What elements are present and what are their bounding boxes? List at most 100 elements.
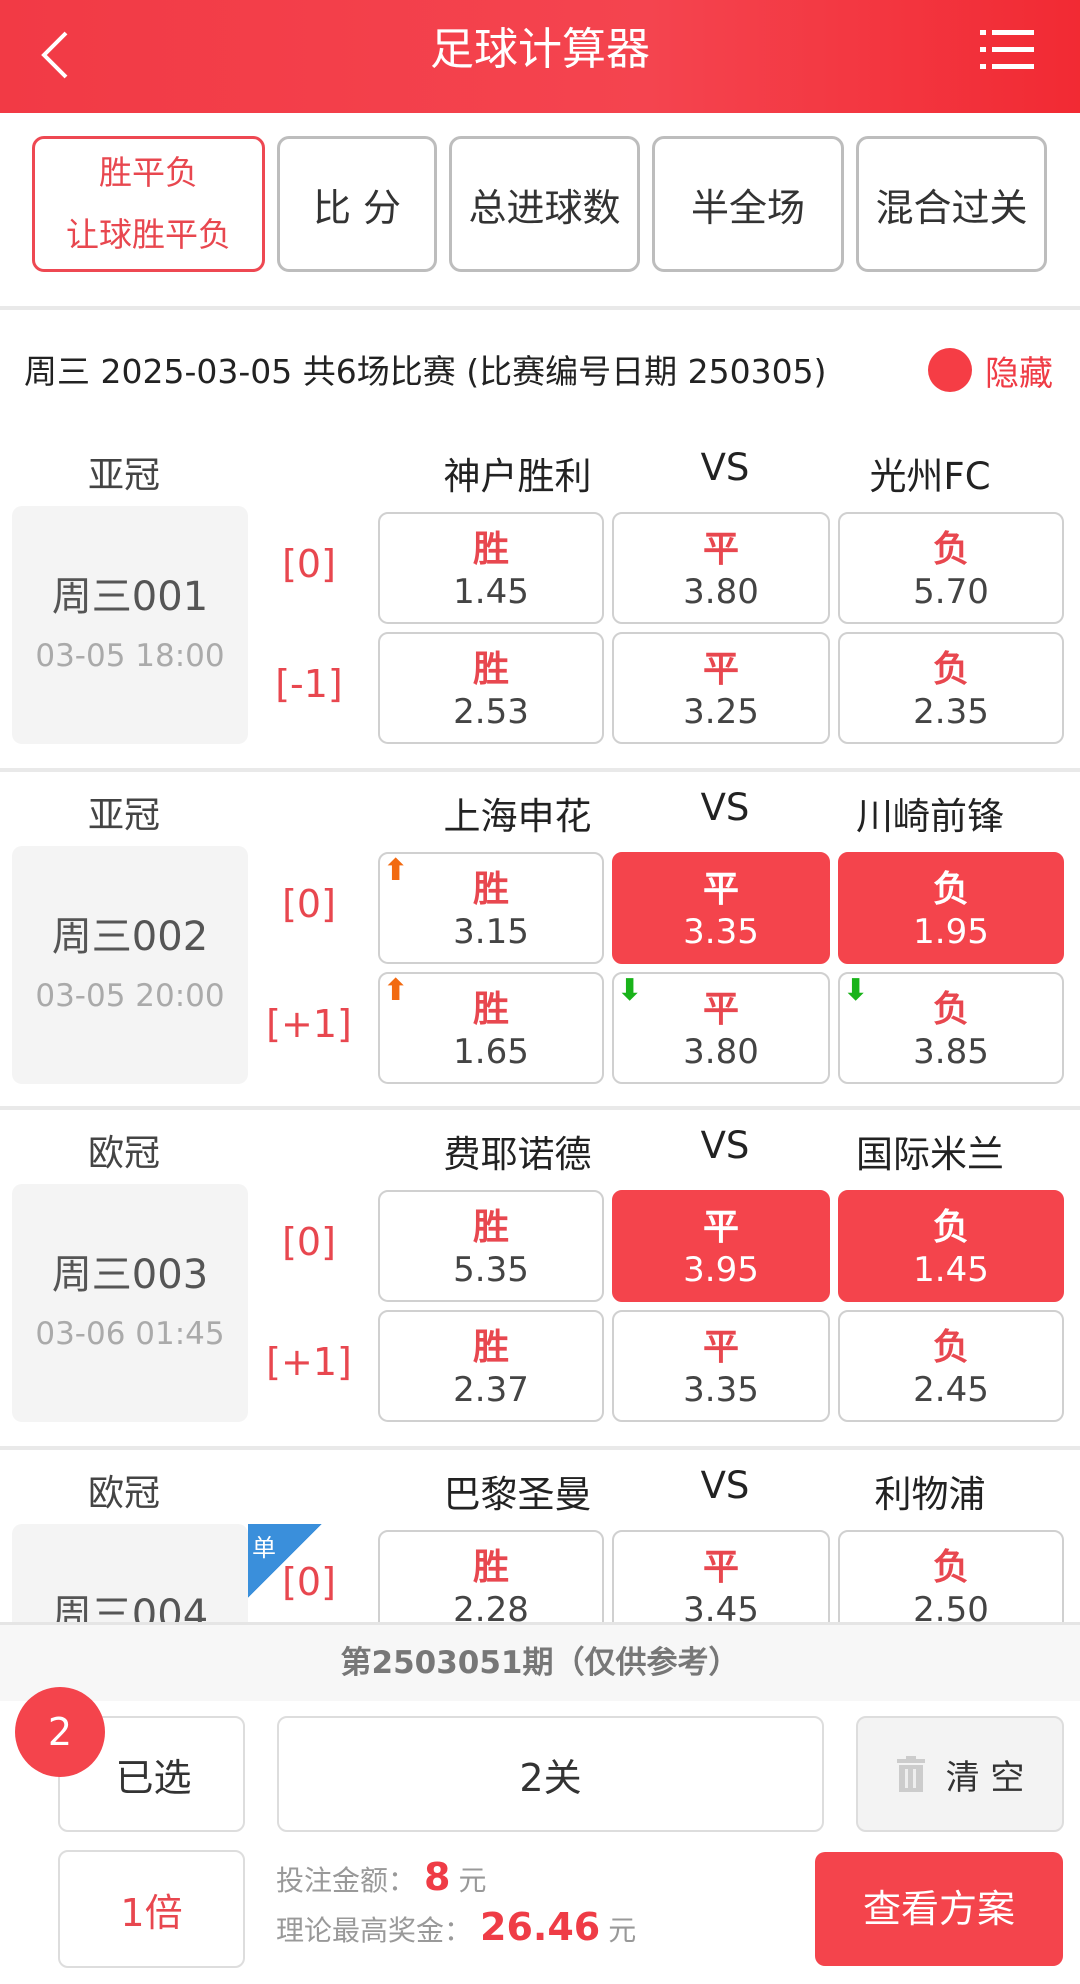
tab-mixed-parlay[interactable]: 混合过关 <box>856 136 1047 272</box>
odds-button[interactable]: 平 3.80 <box>612 512 830 624</box>
vs-label: VS <box>700 786 750 829</box>
page-title: 足球计算器 <box>430 24 650 75</box>
result-label: 胜 <box>472 869 509 910</box>
handicap-label: [0] <box>282 1560 336 1604</box>
handicap-label: [+1] <box>266 1002 352 1046</box>
hide-toggle-dot-icon[interactable] <box>928 348 972 392</box>
vs-label: VS <box>700 1464 750 1507</box>
result-label: 负 <box>932 649 969 690</box>
away-team: 光州FC <box>869 455 991 498</box>
league-name: 欧冠 <box>87 1133 160 1174</box>
odds-button[interactable]: 负 1.95 <box>838 852 1064 964</box>
handicap-label: [+1] <box>266 1340 352 1384</box>
tab-total-goals[interactable]: 总进球数 <box>449 136 640 272</box>
max-prize-value: 26.46 <box>480 1905 601 1949</box>
bet-amount-unit: 元 <box>458 1864 487 1897</box>
match-time: 03-05 20:00 <box>35 978 225 1014</box>
result-label: 平 <box>702 1547 739 1588</box>
odds-button[interactable]: ⬇ 负 3.85 <box>838 972 1064 1084</box>
odds-value: 2.37 <box>453 1370 529 1410</box>
away-team: 利物浦 <box>874 1473 986 1516</box>
arrow-up-icon: ⬆ <box>383 853 409 888</box>
match-info-card: 周三002 03-05 20:00 <box>12 846 248 1084</box>
handicap-label: [-1] <box>275 662 343 706</box>
trash-icon <box>896 1756 925 1792</box>
max-prize-row: 理论最高奖金： 26.46 元 <box>276 1905 636 1949</box>
match-number: 周三002 <box>51 914 209 960</box>
arrow-up-icon: ⬆ <box>383 973 409 1008</box>
odds-button[interactable]: 胜 2.37 <box>378 1310 604 1422</box>
odds-button[interactable]: 平 3.25 <box>612 632 830 744</box>
odds-button[interactable]: ⬆ 胜 3.15 <box>378 852 604 964</box>
multiplier-button[interactable]: 1倍 <box>58 1850 245 1968</box>
odds-button[interactable]: 胜 1.45 <box>378 512 604 624</box>
tab-win-draw-lose[interactable]: 胜平负 让球胜平负 <box>32 136 265 272</box>
odds-value: 1.95 <box>913 912 989 952</box>
odds-value: 2.45 <box>913 1370 989 1410</box>
result-label: 平 <box>702 989 739 1030</box>
odds-value: 3.25 <box>683 692 759 732</box>
odds-button[interactable]: 胜 2.53 <box>378 632 604 744</box>
odds-button[interactable]: 胜 5.35 <box>378 1190 604 1302</box>
odds-value: 3.35 <box>683 912 759 952</box>
result-label: 胜 <box>472 1327 509 1368</box>
pass-type-selector[interactable]: 2关 <box>277 1716 824 1832</box>
back-chevron-icon[interactable] <box>38 30 72 80</box>
tab-half-full[interactable]: 半全场 <box>652 136 844 272</box>
match-time: 03-05 18:00 <box>35 638 225 674</box>
tab-score[interactable]: 比 分 <box>277 136 437 272</box>
result-label: 负 <box>932 869 969 910</box>
odds-button[interactable]: 平 3.35 <box>612 852 830 964</box>
match-date-info: 周三 2025-03-05 共6场比赛 (比赛编号日期 250305) <box>24 352 827 391</box>
result-label: 负 <box>932 1547 969 1588</box>
home-team: 神户胜利 <box>443 455 592 498</box>
divider <box>0 768 1080 772</box>
away-team: 川崎前锋 <box>856 795 1004 838</box>
odds-button[interactable]: 负 2.35 <box>838 632 1064 744</box>
odds-value: 1.65 <box>453 1032 529 1072</box>
tab-label-handicap: 让球胜平负 <box>66 215 231 254</box>
odds-value: 3.35 <box>683 1370 759 1410</box>
result-label: 平 <box>702 1327 739 1368</box>
result-label: 平 <box>702 529 739 570</box>
odds-value: 3.15 <box>453 912 529 952</box>
odds-value: 3.85 <box>913 1032 989 1072</box>
odds-button[interactable]: 负 2.45 <box>838 1310 1064 1422</box>
home-team: 巴黎圣曼 <box>443 1473 592 1516</box>
handicap-label: [0] <box>282 542 336 586</box>
selected-label: 已选 <box>115 1755 192 1800</box>
selected-count-badge: 2 <box>15 1687 105 1777</box>
result-label: 负 <box>932 989 969 1030</box>
view-plan-button[interactable]: 查看方案 <box>815 1852 1063 1966</box>
odds-button[interactable]: 平 3.95 <box>612 1190 830 1302</box>
hide-toggle-label[interactable]: 隐藏 <box>985 354 1053 394</box>
odds-button[interactable]: 负 1.45 <box>838 1190 1064 1302</box>
handicap-label: [0] <box>282 1220 336 1264</box>
odds-value: 5.35 <box>453 1250 529 1290</box>
odds-value: 3.80 <box>683 572 759 612</box>
bet-amount-value: 8 <box>424 1855 451 1899</box>
odds-value: 5.70 <box>913 572 989 612</box>
result-label: 胜 <box>472 1207 509 1248</box>
clear-button[interactable]: 清 空 <box>856 1716 1064 1832</box>
single-bet-badge: 单 <box>248 1524 322 1598</box>
odds-button[interactable]: ⬆ 胜 1.65 <box>378 972 604 1084</box>
result-label: 胜 <box>472 1547 509 1588</box>
match-time: 03-06 01:45 <box>35 1316 225 1352</box>
odds-button[interactable]: ⬇ 平 3.80 <box>612 972 830 1084</box>
bet-amount-label: 投注金额： <box>276 1864 417 1897</box>
result-label: 胜 <box>472 989 509 1030</box>
odds-value: 3.80 <box>683 1032 759 1072</box>
league-name: 亚冠 <box>87 795 160 836</box>
match-number: 周三001 <box>51 574 209 620</box>
result-label: 负 <box>932 1207 969 1248</box>
odds-button[interactable]: 平 3.35 <box>612 1310 830 1422</box>
list-menu-icon[interactable] <box>980 28 1036 72</box>
selected-button[interactable]: 已选 <box>58 1716 245 1832</box>
bet-amount-row: 投注金额： 8 元 <box>276 1855 486 1899</box>
period-label: 第2503051期（仅供参考） <box>0 1625 1080 1701</box>
odds-button[interactable]: 负 5.70 <box>838 512 1064 624</box>
league-name: 亚冠 <box>87 455 160 496</box>
result-label: 负 <box>932 1327 969 1368</box>
odds-value: 1.45 <box>913 1250 989 1290</box>
